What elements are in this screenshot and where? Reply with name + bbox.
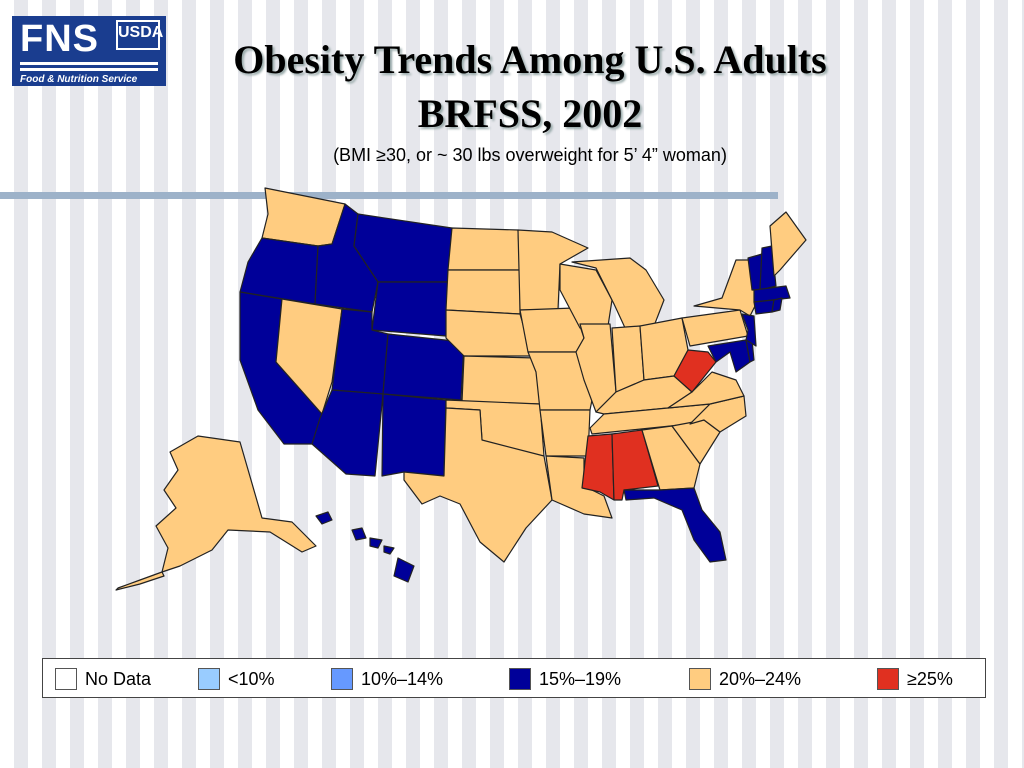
legend-label: 20%–24% (719, 668, 802, 689)
legend-item-ge25: ≥25% (877, 667, 953, 691)
fns-logo-text: FNS (20, 18, 99, 60)
slide-subtitle: (BMI ≥30, or ~ 30 lbs overweight for 5’ … (333, 145, 727, 165)
state-connecticut (753, 299, 775, 315)
logo-stripe (20, 68, 158, 71)
legend-swatch (509, 668, 531, 690)
alaska-aleutian-islands (115, 571, 165, 591)
legend-label: 15%–19% (539, 668, 622, 689)
legend-swatch (198, 668, 220, 690)
state-nevada (275, 298, 343, 415)
state-kansas (461, 355, 541, 405)
fns-usda-logo: FNS USDA Food & Nutrition Service (12, 16, 166, 86)
slide-title-year: BRFSS, 2002 (417, 91, 643, 136)
legend-item-15-19: 15%–19% (509, 667, 621, 691)
legend-label: ≥25% (907, 668, 953, 689)
usda-logo-text: USDA (116, 20, 163, 50)
state-new-jersey (741, 313, 757, 347)
legend-swatch (55, 668, 77, 690)
title-divider (0, 192, 778, 199)
state-rhode-island (771, 297, 783, 313)
state-colorado (382, 333, 465, 401)
state-florida (623, 487, 727, 563)
state-pennsylvania (681, 309, 749, 347)
legend-item-20-24: 20%–24% (689, 667, 801, 691)
slide-title: Obesity Trends Among U.S. Adults (233, 37, 827, 82)
map-legend: No Data <10% 10%–14% 15%–19% 20%–24% ≥25… (42, 658, 986, 698)
legend-swatch (331, 668, 353, 690)
legend-item-no-data: No Data (55, 667, 151, 691)
state-texas (403, 407, 553, 563)
state-alaska (155, 435, 317, 573)
legend-item-10-14: 10%–14% (331, 667, 443, 691)
state-arkansas (539, 409, 591, 457)
state-illinois (575, 323, 617, 413)
legend-swatch (689, 668, 711, 690)
legend-item-lt10: <10% (198, 667, 275, 691)
state-maine (769, 211, 807, 277)
logo-stripe (20, 62, 158, 65)
state-new-york (693, 259, 759, 317)
state-louisiana (545, 455, 613, 519)
legend-swatch (877, 668, 899, 690)
legend-label: No Data (85, 668, 152, 689)
state-hawaii (351, 527, 367, 541)
state-west-virginia (673, 349, 717, 393)
state-hawaii (383, 545, 395, 555)
legend-label: 10%–14% (361, 668, 444, 689)
state-south-dakota (445, 269, 521, 315)
state-georgia (641, 425, 701, 491)
state-hawaii (369, 537, 383, 549)
state-maryland (707, 339, 751, 373)
legend-label: <10% (228, 668, 275, 689)
state-north-dakota (447, 227, 521, 271)
state-hawaii (315, 511, 333, 525)
state-mississippi (581, 433, 615, 501)
state-washington (261, 187, 346, 247)
state-hawaii (393, 557, 415, 583)
state-wyoming (371, 281, 449, 337)
state-nebraska (445, 309, 533, 357)
state-new-mexico (381, 393, 447, 477)
logo-subtitle: Food & Nutrition Service (20, 74, 138, 85)
